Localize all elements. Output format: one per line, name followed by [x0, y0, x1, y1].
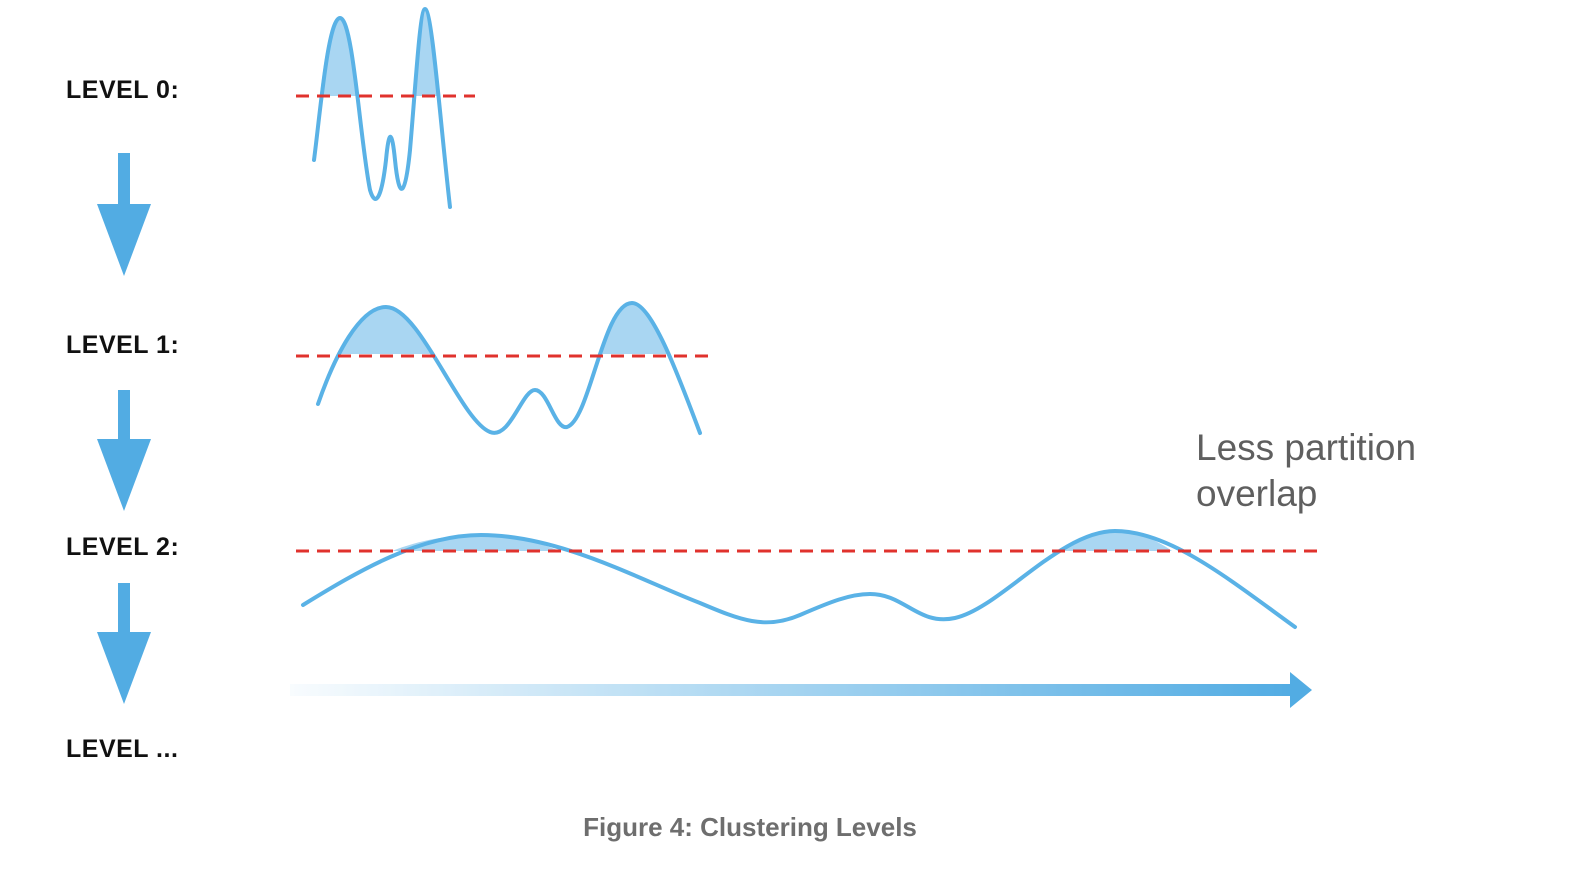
level-0-curve-group: [296, 6, 475, 209]
level-0-density-curve: [312, 6, 452, 209]
level-1-curve-group: [296, 300, 715, 435]
overlap-progression-arrow: [290, 672, 1312, 708]
overlap-annotation: Less partition overlap: [1196, 425, 1416, 517]
level-2-density-curve: [301, 528, 1297, 629]
annotation-line-1: Less partition: [1196, 427, 1417, 468]
level-1-density-curve: [316, 300, 702, 435]
down-arrow-2-to-more: [97, 583, 151, 704]
level-1-peak-fill: [602, 303, 668, 354]
level-0-label: LEVEL 0:: [66, 76, 180, 104]
down-arrow-1-to-2: [97, 390, 151, 511]
level-1-peak-fill: [338, 306, 432, 354]
level-2-label: LEVEL 2:: [66, 533, 180, 561]
figure-caption: Figure 4: Clustering Levels: [583, 812, 917, 842]
level-more-label: LEVEL ...: [66, 735, 179, 763]
level-1-label: LEVEL 1:: [66, 331, 180, 359]
level-2-curve-group: [296, 528, 1320, 629]
down-arrow-0-to-1: [97, 153, 151, 276]
annotation-line-2: overlap: [1196, 473, 1318, 514]
